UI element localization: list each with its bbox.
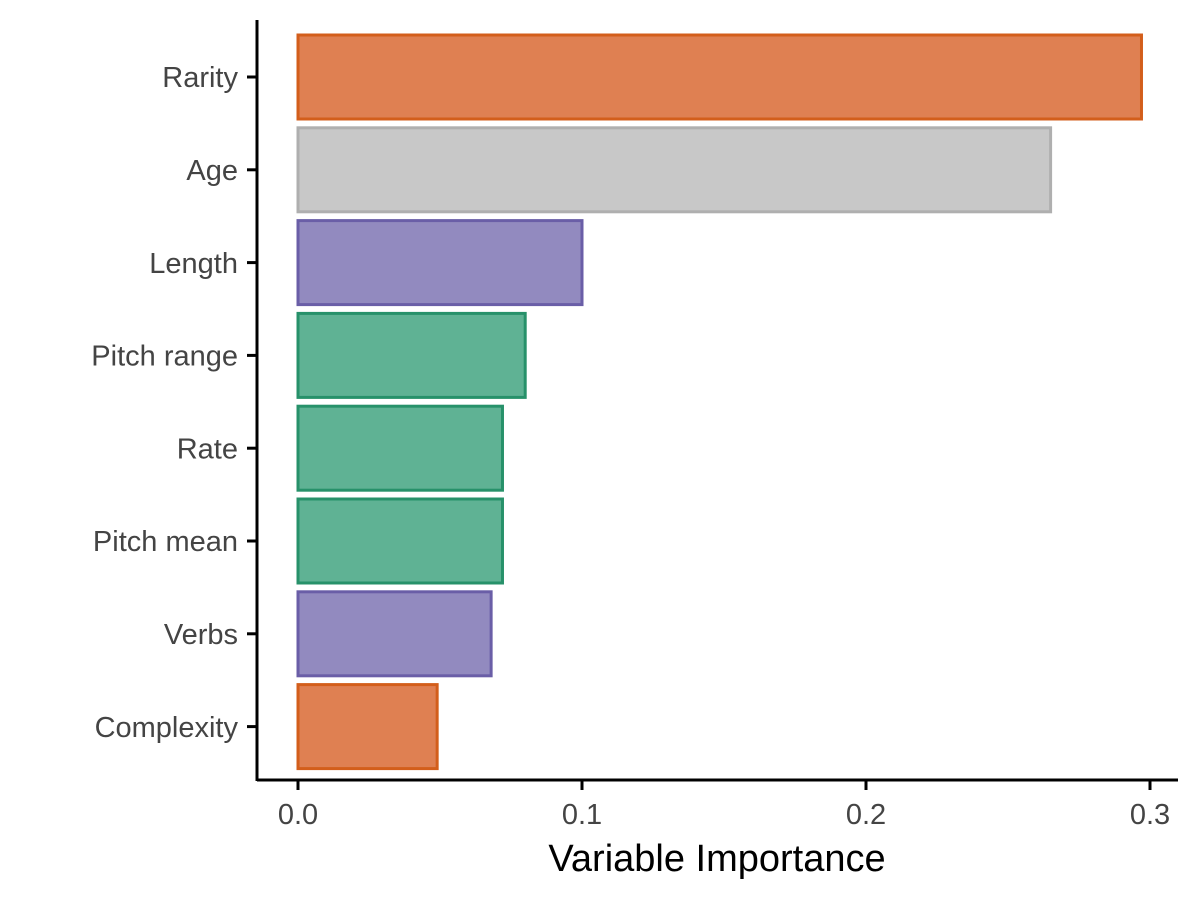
x-tick-label-0-2: 0.2 [846, 799, 886, 831]
bars-group [296, 33, 1143, 771]
bar-rarity [296, 33, 1143, 121]
y-tick-label-pitch-range: Pitch range [91, 341, 238, 373]
y-tick-label-pitch-mean: Pitch mean [93, 526, 238, 558]
bar-pitch-mean [296, 497, 504, 585]
y-tick-label-verbs: Verbs [164, 619, 238, 651]
bar-length [296, 219, 584, 307]
bar-rate [296, 404, 504, 492]
y-tick-label-rate: Rate [177, 433, 238, 465]
x-tick-label-0-0: 0.0 [278, 799, 318, 831]
y-tick-label-complexity: Complexity [95, 712, 239, 744]
bar-pitch-range [296, 311, 527, 399]
y-tick-label-age: Age [186, 155, 238, 187]
bar-complexity [296, 683, 439, 771]
x-axis-title: Variable Importance [548, 838, 885, 880]
x-axis: 0.0 0.1 0.2 0.3 [257, 778, 1178, 831]
y-tick-label-rarity: Rarity [162, 62, 238, 94]
y-tick-label-length: Length [149, 248, 238, 280]
y-axis: Rarity Age Length Pitch range Rate Pitch mean… [91, 20, 259, 781]
bar-verbs [296, 590, 493, 678]
bar-age [296, 126, 1053, 214]
x-tick-label-0-3: 0.3 [1130, 799, 1170, 831]
x-tick-label-0-1: 0.1 [562, 799, 602, 831]
